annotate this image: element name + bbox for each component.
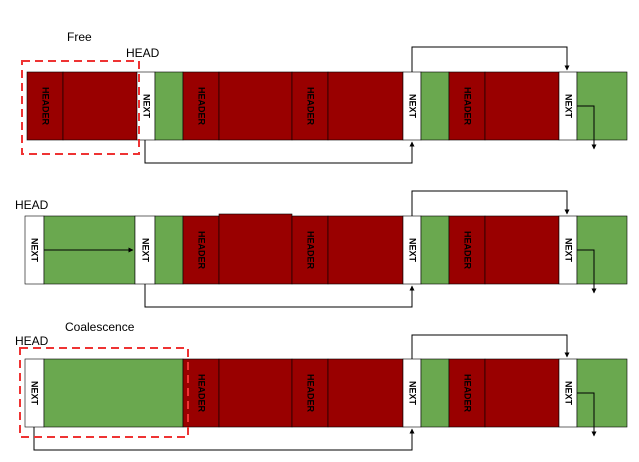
row-1-free-body-1 — [154, 71, 184, 141]
row-3-alloc-body-1 — [218, 358, 293, 428]
row-1-alloc-body-3 — [327, 71, 404, 141]
row-2-next-text-4: NEXT — [564, 238, 574, 263]
row-1-header-cell-2 — [182, 71, 220, 141]
row-1-header-text-4: HEADER — [463, 87, 473, 126]
row-3-free-body-2 — [420, 358, 450, 428]
row-3-header-text-3: HEADER — [463, 374, 473, 413]
row-1-alloc-body-2 — [218, 71, 293, 141]
row-1-header-text-3: HEADER — [306, 87, 316, 126]
row-1-freed-block-highlight — [21, 60, 140, 155]
row-1-header-cell-4 — [448, 71, 486, 141]
row-3-alloc-body-2 — [327, 358, 404, 428]
coalescence-title: Coalescence — [65, 320, 135, 334]
row-2-next-text-2: NEXT — [141, 238, 151, 263]
row-1-header-text-1: HEADER — [41, 87, 51, 126]
row-1-next-arrow-2 — [411, 46, 570, 72]
row-3-coalesced-block-highlight — [19, 347, 189, 438]
row-2-next-arrow-2 — [411, 190, 570, 216]
row-3-header-text-1: HEADER — [197, 374, 207, 413]
row-1-next-text-2: NEXT — [408, 94, 418, 119]
row-1-header-cell-3 — [291, 71, 329, 141]
row-2-header-text-1: HEADER — [197, 231, 207, 270]
row-3-coalescence: Coalescence HEAD NEXT HEADER HEADER NEXT… — [15, 320, 628, 451]
row-2-free-body-2 — [154, 215, 184, 285]
row-2-alloc-body-2 — [327, 215, 404, 285]
row-3-head-label: HEAD — [15, 334, 49, 348]
row-1-next-arrow-1 — [144, 140, 415, 164]
row-1-next-text-1: NEXT — [142, 94, 152, 119]
row-2-next-text-3: NEXT — [408, 238, 418, 263]
row-3-header-cell-2 — [291, 358, 329, 428]
row-2-free-body-3 — [420, 215, 450, 285]
row-3-coalesced-free-body — [43, 358, 184, 428]
row-1-next-text-3: NEXT — [564, 94, 574, 119]
row-2-head-label: HEAD — [15, 198, 49, 212]
row-2-header-cell-3 — [448, 215, 486, 285]
row-3-alloc-body-3 — [484, 358, 560, 428]
row-1-alloc-body-4 — [484, 71, 560, 141]
row-3-next-arrow-1 — [33, 427, 415, 451]
row-1-free-body-2 — [420, 71, 450, 141]
row-1-head-label: HEAD — [126, 46, 160, 60]
row-1-free: Free HEAD HEADER NEXT HEADER HEADER NEXT… — [21, 30, 628, 164]
row-3-next-text-3: NEXT — [564, 381, 574, 406]
row-2-next-arrow-1 — [144, 284, 415, 308]
row-2-next-arrow-3 — [577, 249, 597, 294]
row-2-alloc-body-1 — [218, 213, 293, 285]
row-2-header-text-3: HEADER — [463, 231, 473, 270]
row-3-header-cell-3 — [448, 358, 486, 428]
row-2-free-list: HEAD NEXT NEXT HEADER HEADER NEXT HEADER… — [15, 190, 628, 308]
row-1-next-arrow-3 — [577, 105, 597, 150]
free-title: Free — [67, 30, 92, 44]
row-3-header-text-2: HEADER — [306, 374, 316, 413]
row-1-alloc-body-1 — [62, 71, 138, 141]
row-2-alloc-body-3 — [484, 215, 560, 285]
row-1-header-text-2: HEADER — [197, 87, 207, 126]
row-3-next-arrow-3 — [577, 392, 597, 437]
row-3-next-arrow-2 — [411, 334, 570, 359]
row-2-header-text-2: HEADER — [306, 231, 316, 270]
row-3-next-text-1: NEXT — [30, 381, 40, 406]
row-3-next-text-2: NEXT — [408, 381, 418, 406]
row-1-header-cell-1 — [26, 71, 64, 141]
row-2-next-text-1: NEXT — [30, 238, 40, 263]
row-2-header-cell-1 — [182, 215, 220, 285]
